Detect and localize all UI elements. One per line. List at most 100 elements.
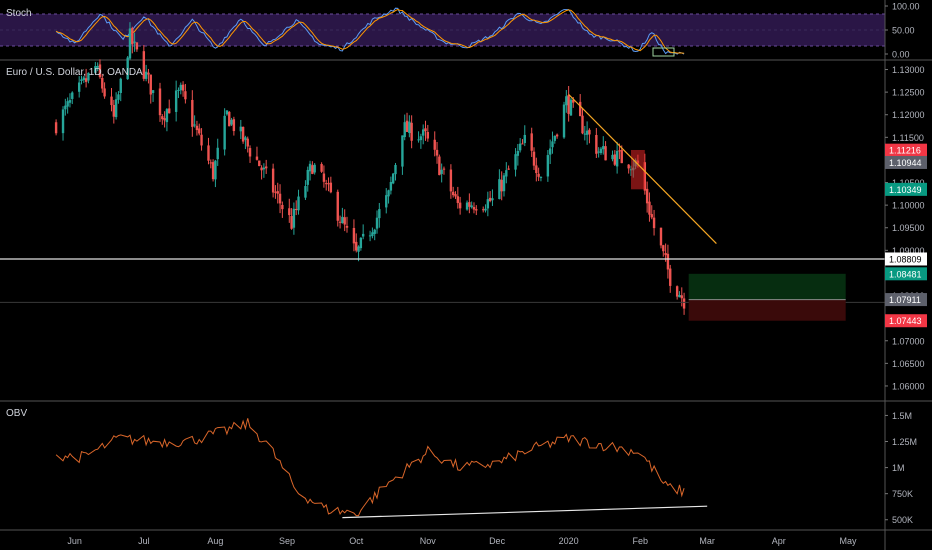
time-axis-label: Dec xyxy=(489,536,506,546)
candle-body xyxy=(424,128,427,132)
candle-body xyxy=(264,166,268,169)
price-scale[interactable]: 100.00 50.00 0.00 1.13000 1.12500 1.12000 1.11… xyxy=(885,2,927,526)
candle-body xyxy=(260,167,263,171)
candle-body xyxy=(530,133,533,151)
candle-body xyxy=(191,99,194,127)
candle-body xyxy=(168,108,171,114)
candle-body xyxy=(373,229,376,234)
obv-tick-label: 500K xyxy=(892,515,913,525)
candle-body xyxy=(408,121,411,134)
candle-body xyxy=(435,149,439,156)
candle-body xyxy=(193,124,196,126)
stoch-label: Stoch xyxy=(6,8,32,19)
position-profit-zone[interactable] xyxy=(688,273,846,300)
candle-body xyxy=(198,128,201,134)
candle-body xyxy=(274,191,277,193)
price-pane[interactable]: Euro / U.S. Dollar, 1D, OANDA xyxy=(0,22,885,321)
obv-trendline[interactable] xyxy=(342,505,708,519)
obv-pane[interactable]: OBV xyxy=(6,408,708,519)
candle-body xyxy=(244,137,247,140)
candle-body xyxy=(442,168,446,170)
candle-body xyxy=(223,115,226,150)
candle-body xyxy=(77,82,81,92)
candle-body xyxy=(488,197,492,202)
candle-body xyxy=(523,134,526,144)
candle-body xyxy=(336,191,339,221)
candle-body xyxy=(131,28,134,45)
candle-body xyxy=(548,148,552,155)
obv-tick-label: 1.5M xyxy=(892,411,912,421)
candle-body xyxy=(135,42,139,50)
candle-body xyxy=(239,126,243,132)
candle-body xyxy=(271,168,275,193)
candle-body xyxy=(292,208,296,228)
candle-body xyxy=(678,295,681,298)
time-axis-label: Nov xyxy=(420,536,437,546)
candle-body xyxy=(211,162,215,180)
candle-body xyxy=(246,138,249,147)
candle-body xyxy=(297,196,300,211)
candle-body xyxy=(572,99,575,103)
candle-body xyxy=(195,125,199,131)
time-axis-label: Jun xyxy=(67,536,82,546)
candle-body xyxy=(119,78,122,93)
candle-body xyxy=(181,84,185,91)
descending-trendline[interactable] xyxy=(568,93,717,244)
time-axis-label: Oct xyxy=(349,536,364,546)
candle-body xyxy=(214,160,217,180)
candle-body xyxy=(258,160,261,167)
candle-body xyxy=(675,286,679,297)
candle-body xyxy=(458,202,462,209)
candle-body xyxy=(368,235,372,237)
candle-body xyxy=(433,139,436,150)
candle-body xyxy=(615,150,619,167)
candle-body xyxy=(532,151,536,166)
candle-body xyxy=(163,118,166,121)
candle-body xyxy=(82,77,86,80)
candle-body xyxy=(569,99,573,116)
candle-body xyxy=(456,196,460,203)
candle-body xyxy=(345,225,349,228)
candle-body xyxy=(565,96,568,106)
marked-supply-zone[interactable] xyxy=(630,149,645,190)
candle-body xyxy=(385,195,388,208)
candle-body xyxy=(475,209,478,211)
price-tick-label: 1.09500 xyxy=(892,223,925,233)
candle-body xyxy=(618,150,621,152)
time-axis-label: Mar xyxy=(699,536,715,546)
price-tag-label: 1.07911 xyxy=(889,295,921,305)
candle-body xyxy=(322,173,326,182)
candle-body xyxy=(410,122,413,141)
candle-body xyxy=(98,64,102,78)
price-tick-label: 1.13000 xyxy=(892,65,925,75)
candle-body xyxy=(151,90,155,93)
stoch-pane[interactable]: Stoch xyxy=(0,7,885,57)
stoch-tick-label: 0.00 xyxy=(892,50,910,60)
candle-body xyxy=(325,183,328,185)
candle-body xyxy=(209,162,212,164)
chart-title: Euro / U.S. Dollar, 1D, OANDA xyxy=(6,67,143,78)
candle-body xyxy=(585,130,589,135)
time-axis[interactable]: Jun Jul Aug Sep Oct Nov Dec 2020 Feb Mar Apr May xyxy=(67,536,857,546)
candle-body xyxy=(650,214,653,218)
stoch-tick-label: 50.00 xyxy=(892,26,915,36)
candle-body xyxy=(546,155,550,177)
candle-body xyxy=(421,129,425,136)
candle-body xyxy=(87,72,90,81)
price-tag xyxy=(885,143,927,157)
candle-body xyxy=(537,173,540,177)
candle-body xyxy=(329,182,333,193)
obv-label: OBV xyxy=(6,408,27,419)
candle-body xyxy=(230,119,233,125)
candle-body xyxy=(165,109,169,123)
candle-body xyxy=(295,209,298,211)
candle-body xyxy=(338,221,342,223)
candle-body xyxy=(216,147,219,160)
candle-body xyxy=(64,105,67,110)
candle-body xyxy=(583,133,587,135)
candle-body xyxy=(645,188,649,204)
position-loss-zone[interactable] xyxy=(688,299,846,321)
candle-body xyxy=(308,163,312,172)
candle-body xyxy=(174,90,178,112)
